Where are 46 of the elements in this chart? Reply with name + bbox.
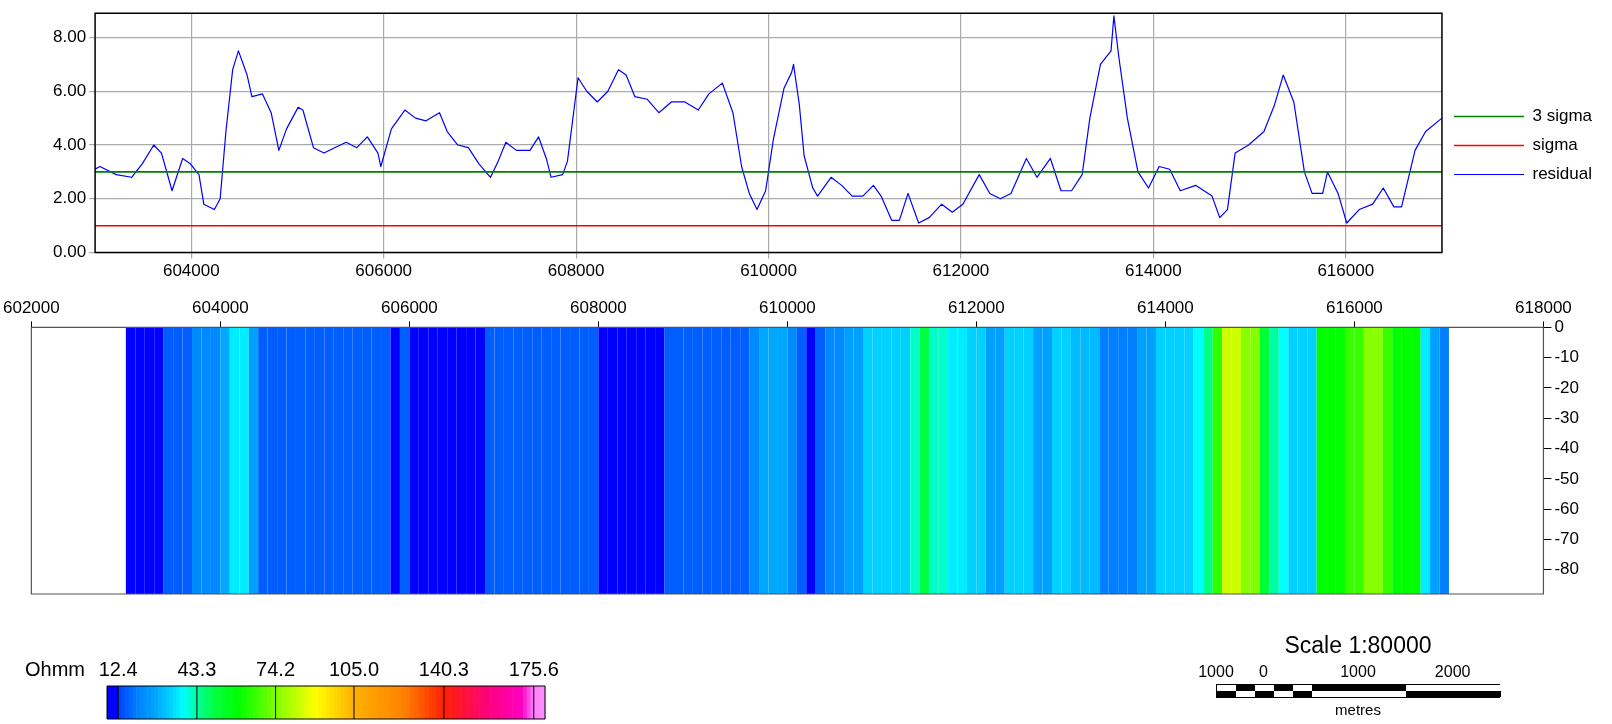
x-tick-label: 614000 [1124,261,1182,281]
y-tick-label: -50 [1554,468,1580,488]
x-tick-label: 614000 [1137,297,1194,317]
x-tick-label: 604000 [192,297,249,317]
text: 0 [1258,663,1268,680]
text: 1000 [1198,663,1234,680]
x-tick-label: 608000 [570,297,627,317]
color-bar-title: Ohmm [25,658,85,680]
text: 2000 [1434,663,1471,680]
y-tick-label: 6.00 [52,80,87,100]
color-bar-label: 175.6 [508,658,559,680]
color-bar-label: 43.3 [177,658,217,680]
x-tick-label: 616000 [1326,297,1383,317]
color-bar-label: 12.4 [98,658,138,680]
x-tick-label: 618000 [1515,297,1572,317]
x-tick-label: 604000 [162,261,220,281]
y-tick-label: 0.00 [52,242,87,262]
x-tick-label: 612000 [948,297,1005,317]
y-tick-label: 8.00 [52,27,87,47]
x-tick-label: 616000 [1317,261,1375,281]
y-tick-label: -20 [1554,377,1580,397]
color-bar-label: 140.3 [418,658,469,680]
text: 1000 [1340,663,1376,680]
x-tick-label: 606000 [381,297,438,317]
y-tick-label: -80 [1554,559,1580,579]
legend-label: residual [1532,164,1593,184]
y-tick-label: 0 [1554,317,1564,337]
color-bar-label: 105.0 [328,658,380,680]
x-tick-label: 602000 [3,297,60,317]
y-tick-label: 2.00 [52,188,87,208]
color-bar-label: 74.2 [256,658,296,680]
x-tick-label: 608000 [547,261,605,281]
y-tick-label: -40 [1554,438,1580,458]
text: Scale 1:80000 [1283,632,1433,658]
y-tick-label: -30 [1554,407,1580,427]
legend-label: sigma [1532,135,1579,155]
x-tick-label: 606000 [355,261,413,281]
x-tick-label: 610000 [759,297,816,317]
x-tick-label: 612000 [932,261,990,281]
y-tick-label: -60 [1554,498,1580,518]
y-tick-label: -10 [1554,347,1580,367]
legend-label: 3 sigma [1532,106,1593,126]
text: metres [1334,701,1382,718]
y-tick-label: -70 [1554,529,1580,549]
x-tick-label: 610000 [740,261,797,281]
y-tick-label: 4.00 [52,134,87,154]
